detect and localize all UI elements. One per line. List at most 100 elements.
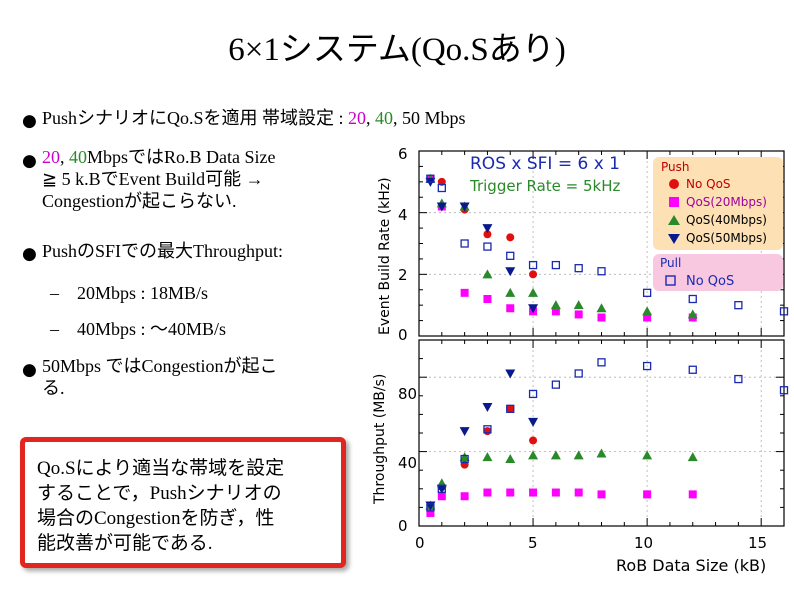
- data-point: [597, 358, 606, 367]
- legend-push-box: [653, 157, 783, 250]
- data-point: [643, 490, 652, 499]
- data-point: [460, 288, 469, 297]
- data-point: [688, 365, 697, 374]
- data-point: [528, 287, 539, 297]
- data-point: [551, 260, 561, 270]
- bullet-1-value-40: 40: [375, 108, 394, 128]
- data-point: [574, 488, 583, 497]
- bullet-dot: ●: [22, 244, 37, 264]
- bullet-2-value-40: 40: [69, 147, 87, 167]
- data-point: [505, 369, 516, 379]
- data-point: [528, 389, 538, 399]
- legend-label: QoS(20Mbps): [686, 195, 767, 209]
- data-point: [506, 404, 515, 413]
- legend-label: No QoS: [686, 177, 731, 191]
- callout-line: Qo.Sにより適当な帯域を設定: [37, 458, 285, 479]
- bottom-axis-ticks: [418, 339, 785, 527]
- data-point: [483, 425, 492, 434]
- top-ytick-label: 0: [398, 326, 408, 344]
- bullet-dot: ●: [22, 360, 37, 380]
- bullet-4-text: 50Mbps ではCongestionが起こ る.: [42, 355, 278, 399]
- data-point: [483, 427, 492, 436]
- data-point: [528, 417, 539, 427]
- data-point: [436, 202, 447, 212]
- data-point: [437, 183, 446, 193]
- legend-label: QoS(40Mbps): [686, 213, 767, 227]
- data-point: [426, 174, 435, 183]
- data-point: [734, 301, 743, 310]
- data-point: [573, 450, 584, 460]
- sub-item-40mbps: 40Mbps : ～40MB/s: [77, 319, 227, 339]
- data-point: [688, 490, 697, 499]
- bottom-ylabel: Throughput (MB/s): [372, 374, 388, 505]
- legend-marker-noqos-push: [669, 179, 679, 189]
- data-point: [436, 484, 447, 494]
- slide-title: 6×1システム(Qo.Sあり): [228, 32, 566, 68]
- bullet-1-part: Qo.Sを適用 帯域設定 :: [167, 108, 349, 128]
- data-point: [426, 503, 435, 512]
- data-point: [551, 380, 561, 389]
- data-point: [505, 287, 516, 297]
- xtick-label: 10: [634, 534, 653, 552]
- data-point: [460, 492, 469, 501]
- bullet-1-part: Pushシナリオに: [42, 108, 168, 128]
- xtick-label: 15: [748, 534, 767, 552]
- data-point: [459, 452, 470, 462]
- bullet-4-part: Congestionが起こ: [141, 356, 278, 376]
- top-ytick-label: 4: [398, 206, 408, 224]
- data-point: [506, 404, 515, 413]
- callout-line: することで，Pushシナリオの: [37, 483, 282, 504]
- data-point: [459, 427, 470, 437]
- data-point: [529, 488, 538, 497]
- bullet-2-sep: ,: [60, 147, 69, 167]
- data-point: [550, 450, 561, 460]
- data-point: [597, 313, 606, 322]
- data-point: [551, 488, 560, 497]
- bullet-1-text: PushシナリオにQo.Sを適用 帯域設定 : 20, 40, 50 Mbps: [42, 107, 466, 129]
- data-point: [597, 267, 606, 276]
- data-point: [483, 295, 492, 303]
- data-point: [437, 492, 446, 501]
- xlabel: RoB Data Size (kB): [616, 556, 766, 575]
- legend-label: No QoS: [686, 274, 734, 289]
- data-point: [529, 270, 538, 279]
- data-point: [483, 242, 492, 251]
- data-point: [529, 436, 538, 445]
- data-point: [482, 452, 493, 462]
- sub-dash: –: [50, 283, 59, 303]
- legend-pull-box: [653, 254, 783, 291]
- bullet-3-part: Throughput:: [193, 241, 284, 261]
- data-point: [437, 177, 446, 186]
- top-ytick-label: 6: [398, 145, 408, 163]
- legend-marker-qos40: [668, 215, 680, 225]
- data-point: [779, 386, 789, 395]
- data-point: [551, 307, 560, 316]
- chart-subtitle: Trigger Rate = 5kHz: [469, 177, 621, 195]
- data-point: [482, 224, 493, 234]
- bullet-3-text: PushのSFIでの最大Throughput:: [42, 240, 283, 262]
- data-point: [506, 251, 515, 260]
- data-point: [687, 309, 698, 319]
- data-point: [642, 288, 652, 297]
- data-point: [460, 460, 469, 469]
- data-point: [550, 300, 561, 310]
- data-point: [528, 450, 539, 460]
- data-point: [596, 448, 607, 458]
- bullet-1-value-20: 20: [348, 108, 367, 128]
- data-point: [643, 313, 652, 322]
- data-point: [574, 264, 583, 273]
- legend-label: QoS(50Mbps): [686, 231, 767, 245]
- callout-line: 能改善が可能である.: [37, 533, 213, 554]
- data-point: [597, 490, 606, 499]
- data-point: [596, 303, 607, 313]
- legend-marker-noqos-pull: [665, 275, 676, 286]
- data-point: [779, 307, 789, 316]
- legend-pull-title: Pull: [660, 256, 681, 270]
- data-point: [426, 508, 435, 517]
- data-point: [687, 452, 698, 462]
- bullet-1-sep: ,: [366, 108, 376, 128]
- data-point: [528, 304, 539, 314]
- data-point: [528, 260, 538, 270]
- bullet-4-part: る.: [42, 378, 65, 398]
